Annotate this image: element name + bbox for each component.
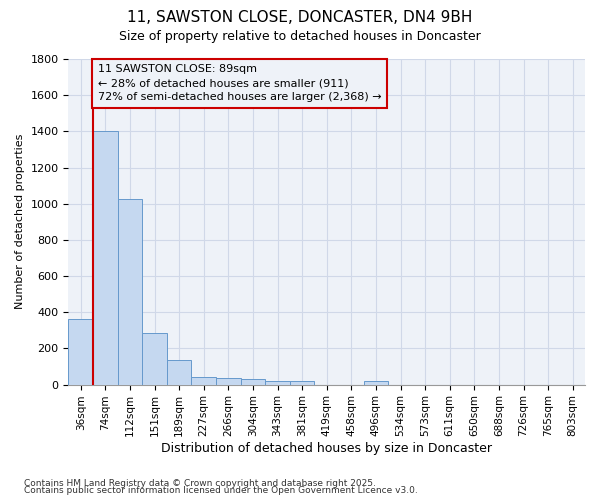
Bar bbox=[68, 320, 93, 384]
Bar bbox=[364, 381, 388, 384]
Bar bbox=[241, 379, 265, 384]
Bar bbox=[142, 333, 167, 384]
Bar bbox=[265, 381, 290, 384]
Text: 11, SAWSTON CLOSE, DONCASTER, DN4 9BH: 11, SAWSTON CLOSE, DONCASTER, DN4 9BH bbox=[127, 10, 473, 25]
Y-axis label: Number of detached properties: Number of detached properties bbox=[15, 134, 25, 310]
Text: Contains public sector information licensed under the Open Government Licence v3: Contains public sector information licen… bbox=[24, 486, 418, 495]
Text: Contains HM Land Registry data © Crown copyright and database right 2025.: Contains HM Land Registry data © Crown c… bbox=[24, 478, 376, 488]
Bar bbox=[191, 378, 216, 384]
Bar bbox=[216, 378, 241, 384]
Bar bbox=[118, 199, 142, 384]
X-axis label: Distribution of detached houses by size in Doncaster: Distribution of detached houses by size … bbox=[161, 442, 492, 455]
Text: 11 SAWSTON CLOSE: 89sqm
← 28% of detached houses are smaller (911)
72% of semi-d: 11 SAWSTON CLOSE: 89sqm ← 28% of detache… bbox=[98, 64, 382, 102]
Bar bbox=[167, 360, 191, 384]
Bar bbox=[290, 381, 314, 384]
Bar bbox=[93, 132, 118, 384]
Text: Size of property relative to detached houses in Doncaster: Size of property relative to detached ho… bbox=[119, 30, 481, 43]
